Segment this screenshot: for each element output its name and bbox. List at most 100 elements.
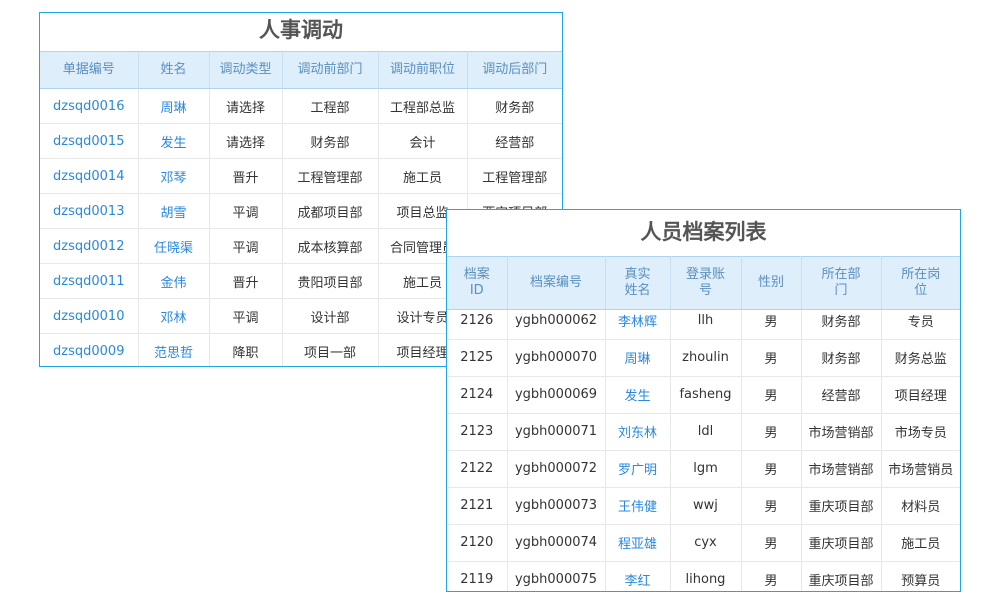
- table-cell[interactable]: 任晓渠: [138, 228, 210, 264]
- archive-table: 2126 ygbh000062 李林辉 llh 男财务部 专员 2125 ygbh000070…: [447, 310, 960, 591]
- table-row[interactable]: 2123 ygbh000071 刘东林 ldl 男市场营销部 市场专员: [447, 413, 960, 451]
- transfer-table: 单据编号 姓名 调动类型 调动前部门 调动前职位 调动后部门 dzsqd0016 周琳 请选择…: [40, 51, 562, 366]
- table-cell: zhoulin: [670, 339, 742, 377]
- table-cell: 贵阳项目部: [282, 263, 379, 299]
- column-header[interactable]: 性别: [741, 256, 802, 310]
- column-header[interactable]: 所在岗位: [881, 256, 960, 310]
- table-cell[interactable]: dzsqd0013: [40, 193, 139, 229]
- table-cell: 男: [741, 487, 802, 525]
- table-cell[interactable]: dzsqd0012: [40, 228, 139, 264]
- column-header[interactable]: 档案编号: [507, 256, 606, 310]
- table-cell[interactable]: dzsqd0015: [40, 123, 139, 159]
- table-cell: 请选择: [209, 123, 283, 159]
- table-cell: 2122: [447, 450, 508, 488]
- table-cell: ygbh000072: [507, 450, 606, 488]
- table-row[interactable]: 2122 ygbh000072 罗广明 lgm 男市场营销部 市场营销员: [447, 450, 960, 488]
- archive-table-body[interactable]: 2126 ygbh000062 李林辉 llh 男财务部 专员 2125 ygbh000070…: [447, 310, 960, 591]
- table-cell: 降职: [209, 333, 283, 366]
- table-cell[interactable]: 王伟健: [605, 487, 671, 525]
- table-cell[interactable]: 邓琴: [138, 158, 210, 194]
- table-cell: 项目经理: [881, 376, 960, 414]
- table-cell: 财务部: [467, 88, 562, 124]
- column-header[interactable]: 调动后部门: [467, 51, 562, 89]
- column-header[interactable]: 姓名: [138, 51, 210, 89]
- table-row[interactable]: 2124 ygbh000069 发生 fasheng 男经营部 项目经理: [447, 376, 960, 414]
- table-cell[interactable]: 范思哲: [138, 333, 210, 366]
- column-header[interactable]: 所在部门: [801, 256, 882, 310]
- table-cell: ldl: [670, 413, 742, 451]
- table-cell[interactable]: 周琳: [605, 339, 671, 377]
- table-cell: 财务部: [282, 123, 379, 159]
- table-cell: ygbh000071: [507, 413, 606, 451]
- table-cell: 男: [741, 524, 802, 562]
- table-cell: 工程管理部: [467, 158, 562, 194]
- table-cell[interactable]: 发生: [605, 376, 671, 414]
- table-cell[interactable]: dzsqd0011: [40, 263, 139, 299]
- table-row[interactable]: 2126 ygbh000062 李林辉 llh 男财务部 专员: [447, 310, 960, 340]
- table-cell: 2124: [447, 376, 508, 414]
- table-cell[interactable]: 金伟: [138, 263, 210, 299]
- table-cell: 会计: [378, 123, 468, 159]
- table-cell: ygbh000075: [507, 561, 606, 591]
- table-cell: 男: [741, 310, 802, 340]
- column-header[interactable]: 调动前部门: [282, 51, 379, 89]
- table-row[interactable]: dzsqd0014 邓琴 晋升 工程管理部 施工员 工程管理部: [40, 158, 562, 194]
- table-cell: 成本核算部: [282, 228, 379, 264]
- table-cell: 2119: [447, 561, 508, 591]
- table-cell[interactable]: dzsqd0014: [40, 158, 139, 194]
- table-row[interactable]: 2119 ygbh000075 李红 lihong 男重庆项目部 预算员: [447, 561, 960, 591]
- table-row[interactable]: 2120 ygbh000074 程亚雄 cyx 男重庆项目部 施工员: [447, 524, 960, 562]
- table-cell[interactable]: 李林辉: [605, 310, 671, 340]
- table-cell: 施工员: [378, 158, 468, 194]
- table-cell: 预算员: [881, 561, 960, 591]
- table-cell[interactable]: 李红: [605, 561, 671, 591]
- table-row[interactable]: dzsqd0015 发生 请选择 财务部 会计 经营部: [40, 123, 562, 159]
- table-row[interactable]: 2125 ygbh000070 周琳 zhoulin 男财务部 财务总监: [447, 339, 960, 377]
- table-row[interactable]: 2121 ygbh000073 王伟健 wwj 男重庆项目部 材料员: [447, 487, 960, 525]
- column-header[interactable]: 登录账号: [670, 256, 742, 310]
- table-cell: ygbh000062: [507, 310, 606, 340]
- table-cell: ygbh000073: [507, 487, 606, 525]
- table-cell: 2120: [447, 524, 508, 562]
- table-cell[interactable]: 邓林: [138, 298, 210, 334]
- column-header[interactable]: 档案ID: [447, 256, 508, 310]
- table-cell: 工程部: [282, 88, 379, 124]
- table-cell: 经营部: [801, 376, 882, 414]
- table-cell[interactable]: 刘东林: [605, 413, 671, 451]
- table-cell[interactable]: dzsqd0009: [40, 333, 139, 366]
- table-cell: 重庆项目部: [801, 524, 882, 562]
- table-cell[interactable]: dzsqd0010: [40, 298, 139, 334]
- table-cell: 市场专员: [881, 413, 960, 451]
- table-cell[interactable]: 程亚雄: [605, 524, 671, 562]
- transfer-title: 人事调动: [259, 18, 343, 42]
- column-header[interactable]: 调动类型: [209, 51, 283, 89]
- table-cell[interactable]: 周琳: [138, 88, 210, 124]
- table-row[interactable]: dzsqd0010 邓林 平调 设计部 设计专员: [40, 298, 562, 334]
- table-cell: 2123: [447, 413, 508, 451]
- column-header[interactable]: 真实姓名: [605, 256, 671, 310]
- column-header[interactable]: 调动前职位: [378, 51, 468, 89]
- table-cell: llh: [670, 310, 742, 340]
- table-cell[interactable]: 罗广明: [605, 450, 671, 488]
- table-cell: 2126: [447, 310, 508, 340]
- table-cell: cyx: [670, 524, 742, 562]
- table-cell: 请选择: [209, 88, 283, 124]
- archive-table-header: 档案ID 档案编号 真实姓名 登录账号 性别 所在部门 所在岗位: [447, 256, 960, 310]
- table-cell: 经营部: [467, 123, 562, 159]
- table-cell[interactable]: dzsqd0016: [40, 88, 139, 124]
- table-cell: ygbh000074: [507, 524, 606, 562]
- table-cell: 施工员: [881, 524, 960, 562]
- table-cell: 重庆项目部: [801, 487, 882, 525]
- table-cell: 财务部: [801, 339, 882, 377]
- table-cell: fasheng: [670, 376, 742, 414]
- table-cell: 晋升: [209, 263, 283, 299]
- table-cell: 财务部: [801, 310, 882, 340]
- table-cell: 男: [741, 561, 802, 591]
- column-header[interactable]: 单据编号: [40, 51, 139, 89]
- table-cell: 重庆项目部: [801, 561, 882, 591]
- table-row[interactable]: dzsqd0016 周琳 请选择 工程部 工程部总监 财务部: [40, 88, 562, 124]
- table-cell: 2121: [447, 487, 508, 525]
- table-cell: 市场营销部: [801, 450, 882, 488]
- table-cell[interactable]: 胡雪: [138, 193, 210, 229]
- table-cell[interactable]: 发生: [138, 123, 210, 159]
